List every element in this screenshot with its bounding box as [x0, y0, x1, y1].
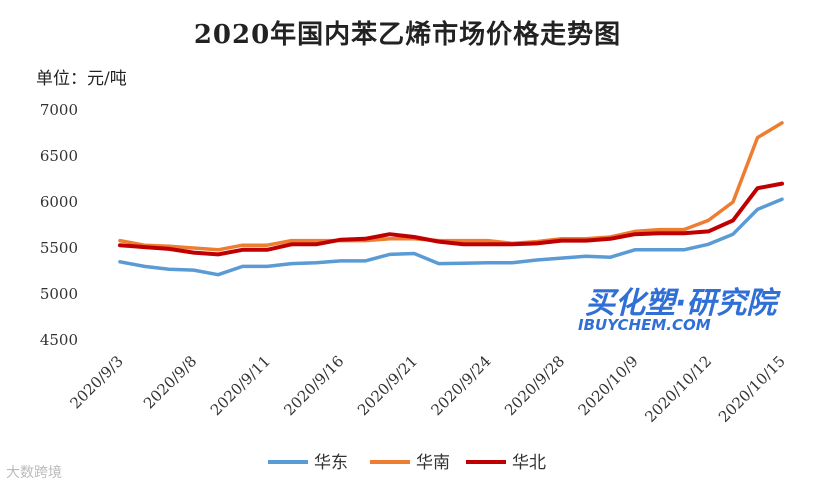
chart-title: 2020年国内苯乙烯市场价格走势图: [193, 20, 622, 50]
legend-label-2: 华北: [512, 453, 546, 473]
corner-watermark: 大数跨境: [6, 465, 62, 481]
y-tick-label: 6500: [40, 147, 78, 165]
x-tick-label: 2020/9/3: [66, 352, 126, 412]
x-axis: 2020/9/3 2020/9/8 2020/9/11 2020/9/16 2020/9…: [66, 352, 788, 426]
unit-label: 单位：元/吨: [36, 69, 127, 89]
series-line-0: [118, 197, 784, 277]
y-axis: 4500 5000 5500 6000 6500 7000: [40, 101, 78, 349]
series-line-1: [118, 121, 784, 252]
y-tick-label: 4500: [40, 331, 78, 349]
legend-label-1: 华南: [416, 453, 450, 473]
x-tick-label: 2020/9/21: [354, 352, 421, 419]
legend: 华东 华南 华北: [268, 453, 546, 473]
legend-label-0: 华东: [314, 453, 348, 473]
x-tick-label: 2020/9/28: [501, 352, 568, 419]
y-tick-label: 6000: [40, 193, 78, 211]
x-tick-label: 2020/10/9: [575, 352, 642, 419]
y-tick-label: 5000: [40, 285, 78, 303]
watermark-logo: 买化塑·研究院 IBUYCHEM.COM: [578, 286, 781, 334]
x-tick-label: 2020/9/16: [280, 352, 347, 419]
x-tick-label: 2020/10/15: [715, 352, 789, 426]
x-tick-label: 2020/10/12: [641, 352, 715, 426]
x-tick-label: 2020/9/24: [427, 352, 494, 419]
y-tick-label: 7000: [40, 101, 78, 119]
x-tick-label: 2020/9/11: [207, 352, 274, 419]
y-tick-label: 5500: [40, 239, 78, 257]
series-line-2: [118, 181, 784, 257]
watermark-en: IBUYCHEM.COM: [578, 316, 711, 334]
watermark-cn: 买化塑·研究院: [585, 286, 781, 321]
x-tick-label: 2020/9/8: [140, 352, 200, 412]
series-group: [118, 121, 784, 277]
